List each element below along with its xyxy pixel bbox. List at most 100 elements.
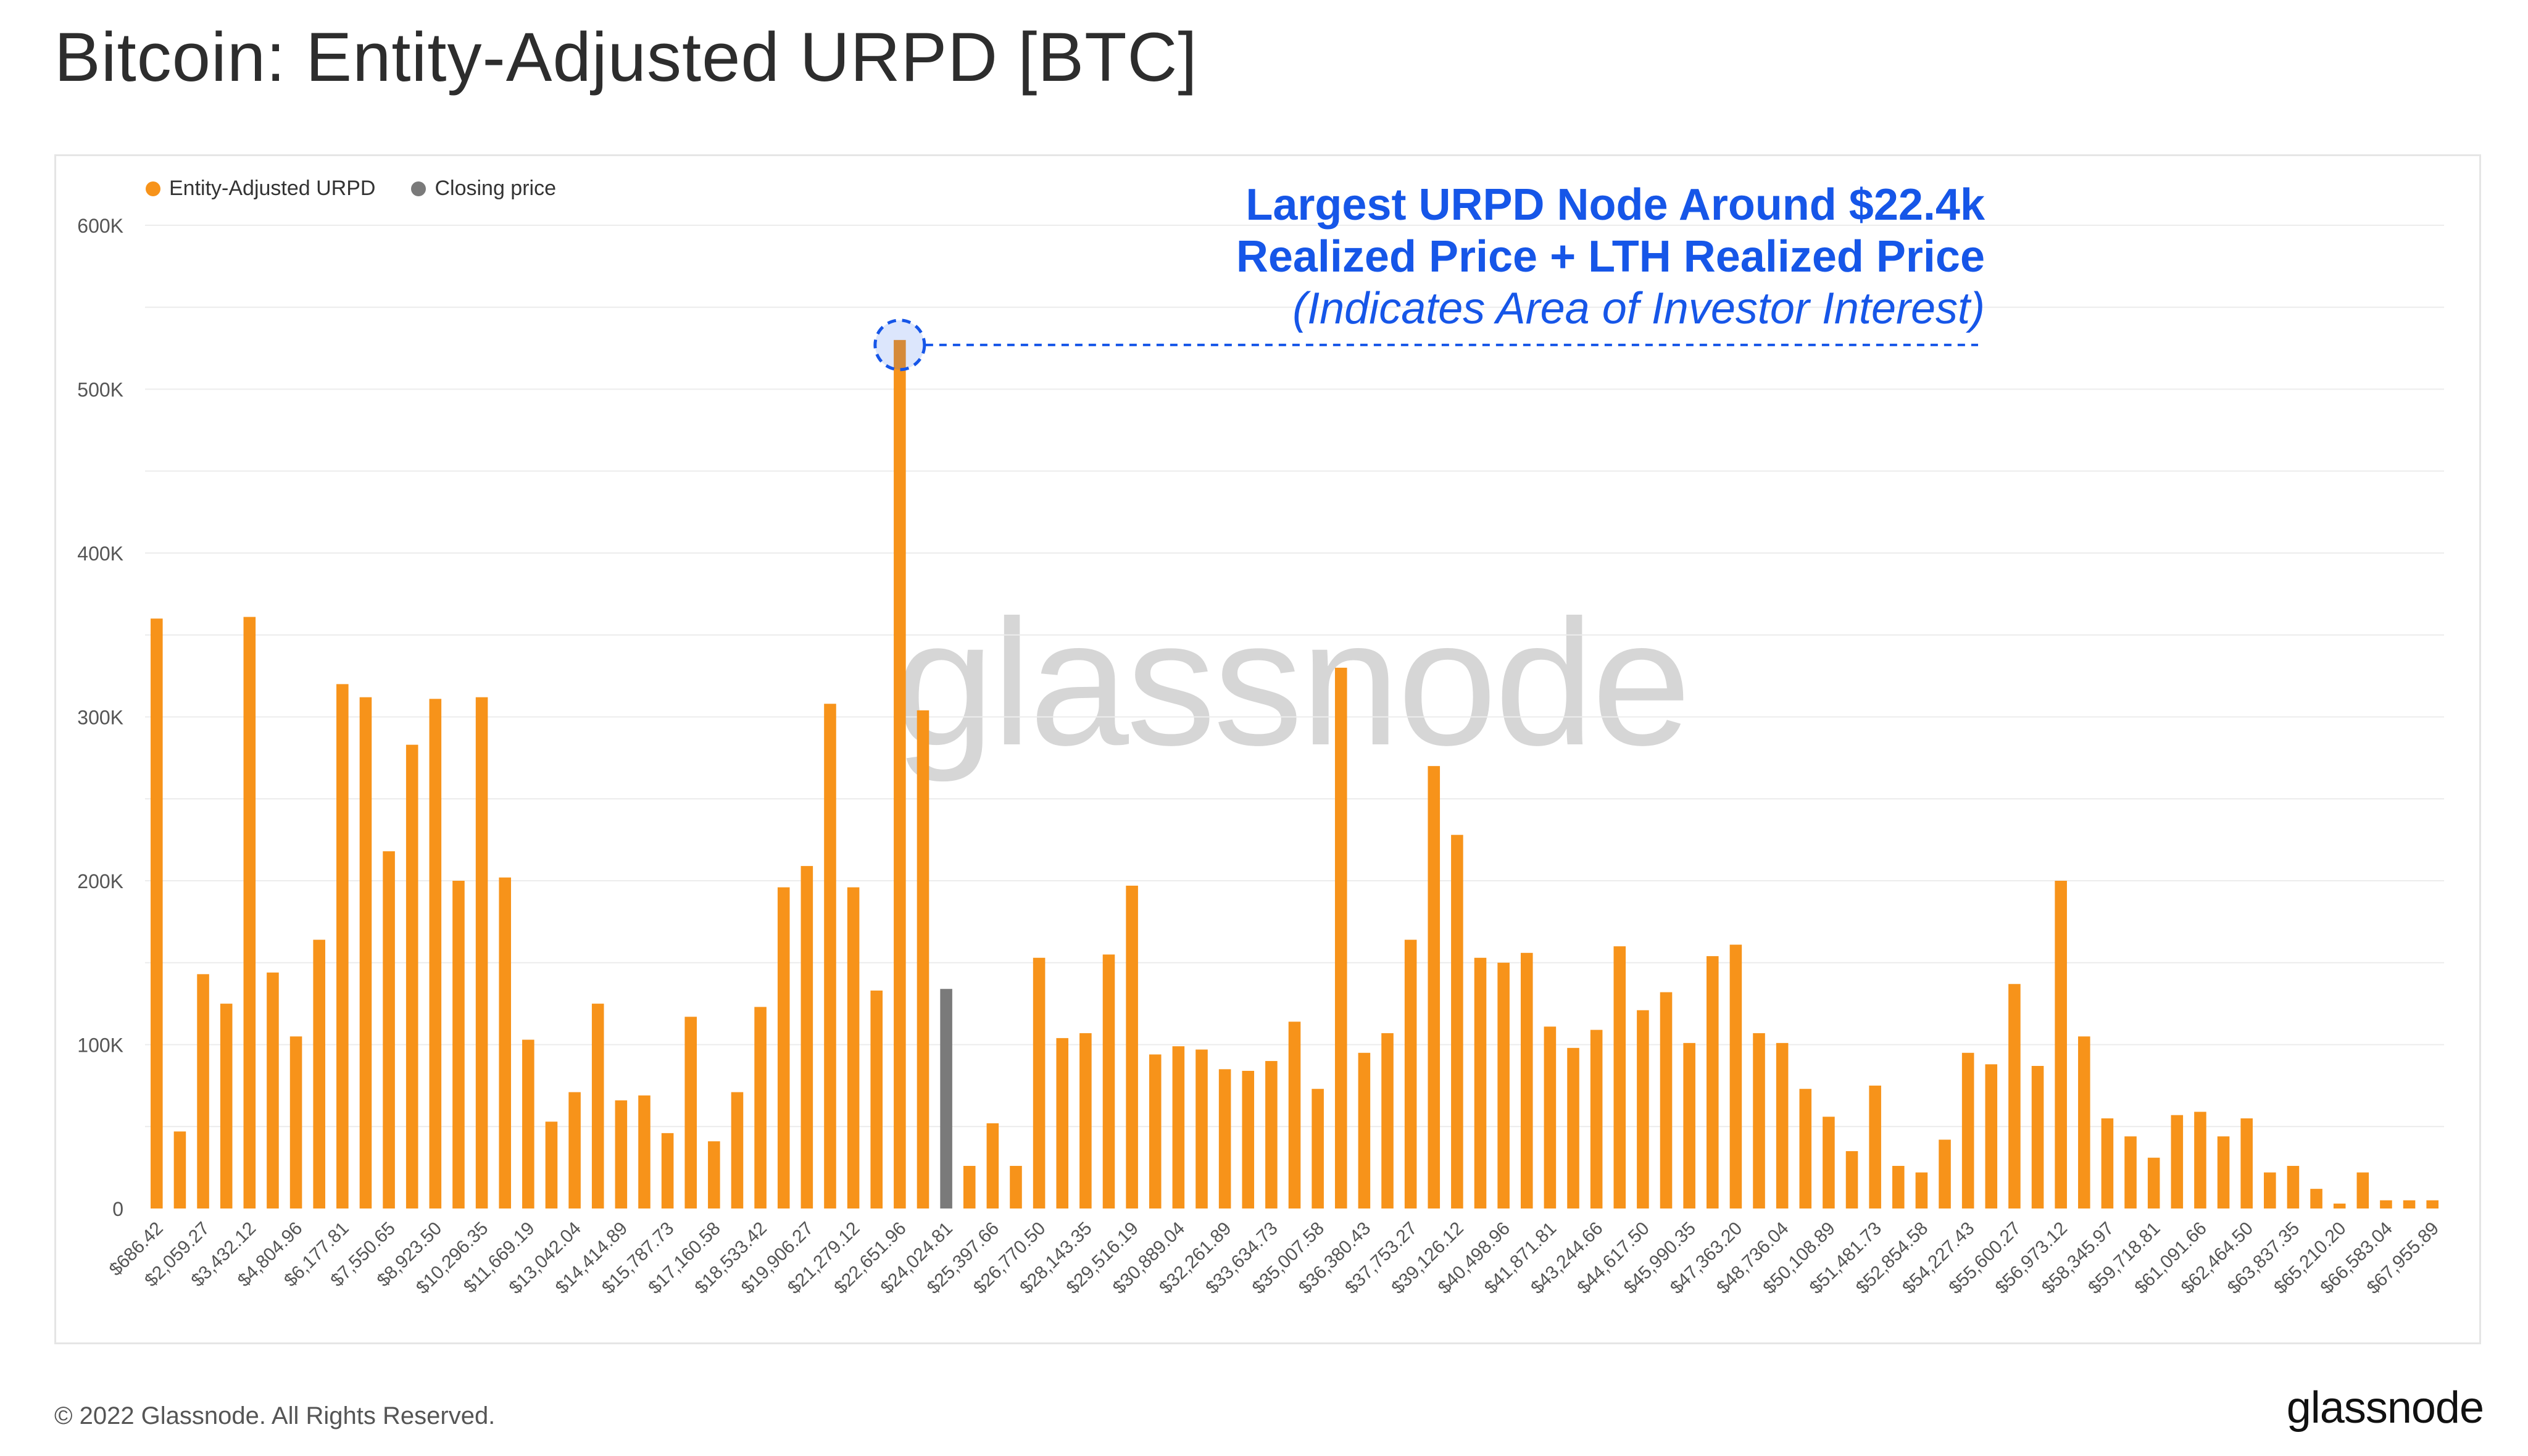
urpd-bar [2008, 984, 2021, 1208]
urpd-bar [1195, 1049, 1208, 1208]
urpd-bar [1334, 667, 1347, 1208]
glassnode-logo[interactable]: glassnode [2286, 1383, 2484, 1433]
y-tick-label: 400K [77, 543, 123, 565]
urpd-bar [615, 1100, 628, 1208]
urpd-bar [1590, 1030, 1603, 1208]
legend-item-closing-price[interactable]: Closing price [411, 177, 556, 201]
copyright-text: © 2022 Glassnode. All Rights Reserved. [54, 1402, 496, 1429]
urpd-bar [1428, 766, 1441, 1208]
legend-item-urpd[interactable]: Entity-Adjusted URPD [146, 177, 375, 201]
urpd-bar [1056, 1038, 1069, 1208]
highlight-circle [873, 318, 926, 372]
urpd-bar [591, 1004, 604, 1208]
urpd-bar [220, 1004, 233, 1208]
urpd-bar [1567, 1047, 1579, 1208]
urpd-bar [2333, 1204, 2346, 1208]
urpd-bar [1823, 1117, 1835, 1208]
urpd-bar [800, 866, 813, 1208]
urpd-bar [2147, 1157, 2160, 1208]
chart-panel [54, 154, 2481, 1344]
urpd-bar [1706, 956, 1719, 1208]
urpd-bar [2124, 1136, 2137, 1208]
urpd-bar [870, 990, 883, 1208]
urpd-bar [197, 974, 209, 1208]
urpd-bar [1172, 1046, 1185, 1208]
urpd-bar [1729, 944, 1742, 1208]
urpd-bar [2101, 1118, 2114, 1208]
urpd-bar [684, 1017, 697, 1208]
urpd-bar [1404, 939, 1417, 1208]
urpd-bar [1010, 1165, 1022, 1208]
urpd-bar [986, 1123, 999, 1208]
urpd-bar [2403, 1200, 2416, 1208]
legend-label-urpd: Entity-Adjusted URPD [169, 177, 376, 200]
urpd-bar [1312, 1089, 1324, 1208]
urpd-bar [2426, 1200, 2439, 1208]
legend-dot-closing-price [411, 181, 426, 196]
legend-label-closing-price: Closing price [434, 177, 556, 200]
urpd-bar [499, 877, 511, 1208]
y-tick-label: 300K [77, 707, 123, 729]
urpd-bar [894, 339, 906, 1208]
urpd-bar [1149, 1054, 1162, 1208]
urpd-bar [1961, 1052, 1974, 1208]
urpd-bar [1358, 1052, 1371, 1208]
urpd-bar [429, 699, 442, 1208]
urpd-bar [568, 1092, 581, 1208]
urpd-bar [1637, 1010, 1649, 1208]
urpd-bar [1892, 1165, 1905, 1208]
urpd-bar [2031, 1066, 2044, 1208]
urpd-bar [2310, 1189, 2322, 1208]
urpd-bar [1753, 1033, 1765, 1208]
legend-dot-urpd [146, 181, 160, 196]
urpd-bar [1845, 1151, 1858, 1208]
urpd-bar [1915, 1172, 1928, 1208]
urpd-bar [1218, 1069, 1231, 1208]
urpd-bar [708, 1141, 720, 1208]
urpd-bar [2078, 1036, 2090, 1208]
urpd-bar [1242, 1070, 1255, 1208]
urpd-bar [731, 1092, 744, 1208]
urpd-bar [1265, 1061, 1278, 1208]
urpd-bar [1079, 1033, 1092, 1208]
page-title: Bitcoin: Entity-Adjusted URPD [BTC] [54, 19, 1198, 96]
urpd-bar [336, 684, 349, 1208]
urpd-bar [1613, 946, 1626, 1208]
urpd-bar [917, 710, 929, 1208]
y-tick-label: 0 [112, 1198, 123, 1220]
urpd-bar [824, 704, 836, 1208]
urpd-bar [383, 851, 395, 1208]
urpd-bar [405, 744, 418, 1208]
urpd-bar [1660, 992, 1673, 1208]
annotation-line-3: (Indicates Area of Investor Interest) [1292, 284, 1985, 333]
y-tick-label: 600K [77, 215, 123, 237]
urpd-bar [267, 972, 279, 1208]
urpd-bar [2217, 1136, 2230, 1208]
urpd-bar [1544, 1026, 1557, 1208]
annotation-line-2: Realized Price + LTH Realized Price [1236, 232, 1985, 281]
urpd-bar [1381, 1033, 1394, 1208]
urpd-bar [289, 1036, 302, 1208]
urpd-bar [359, 697, 372, 1208]
glassnode-watermark: glassnode [895, 583, 1691, 783]
urpd-bar [2055, 881, 2067, 1208]
urpd-bar [243, 617, 256, 1208]
y-tick-label: 200K [77, 870, 123, 892]
urpd-bar [2287, 1165, 2300, 1208]
urpd-bar [1985, 1064, 1998, 1208]
urpd-bar [1288, 1021, 1301, 1208]
urpd-bar [2264, 1172, 2276, 1208]
urpd-bar [151, 618, 163, 1208]
urpd-bar [1033, 957, 1046, 1208]
urpd-bar [2380, 1200, 2392, 1208]
urpd-bar [2171, 1115, 2184, 1208]
urpd-bar [1102, 954, 1115, 1208]
annotation-line-1: Largest URPD Node Around $22.4k [1245, 180, 1985, 230]
urpd-bar [754, 1007, 767, 1208]
urpd-bar [1520, 952, 1533, 1208]
urpd-bar [638, 1095, 651, 1208]
urpd-bar [522, 1039, 534, 1208]
y-tick-label: 500K [77, 379, 123, 401]
closing-price-bar [940, 989, 952, 1208]
